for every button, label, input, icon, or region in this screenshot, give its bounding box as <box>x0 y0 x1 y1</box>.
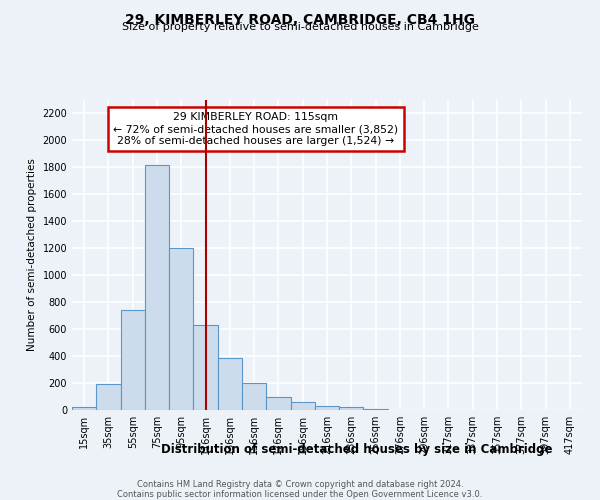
Bar <box>169 248 193 410</box>
Text: Size of property relative to semi-detached houses in Cambridge: Size of property relative to semi-detach… <box>122 22 478 32</box>
Bar <box>242 383 266 410</box>
Bar <box>339 408 364 410</box>
Text: 29, KIMBERLEY ROAD, CAMBRIDGE, CB4 1HG: 29, KIMBERLEY ROAD, CAMBRIDGE, CB4 1HG <box>125 12 475 26</box>
Y-axis label: Number of semi-detached properties: Number of semi-detached properties <box>27 158 37 352</box>
Bar <box>290 402 315 410</box>
Bar <box>315 406 339 410</box>
Bar <box>266 396 290 410</box>
Text: 29 KIMBERLEY ROAD: 115sqm
← 72% of semi-detached houses are smaller (3,852)
28% : 29 KIMBERLEY ROAD: 115sqm ← 72% of semi-… <box>113 112 398 146</box>
Bar <box>193 325 218 410</box>
Text: Distribution of semi-detached houses by size in Cambridge: Distribution of semi-detached houses by … <box>161 442 553 456</box>
Bar <box>218 358 242 410</box>
Text: Contains HM Land Registry data © Crown copyright and database right 2024.
Contai: Contains HM Land Registry data © Crown c… <box>118 480 482 500</box>
Bar <box>72 408 96 410</box>
Bar <box>121 310 145 410</box>
Bar <box>145 164 169 410</box>
Bar <box>96 384 121 410</box>
